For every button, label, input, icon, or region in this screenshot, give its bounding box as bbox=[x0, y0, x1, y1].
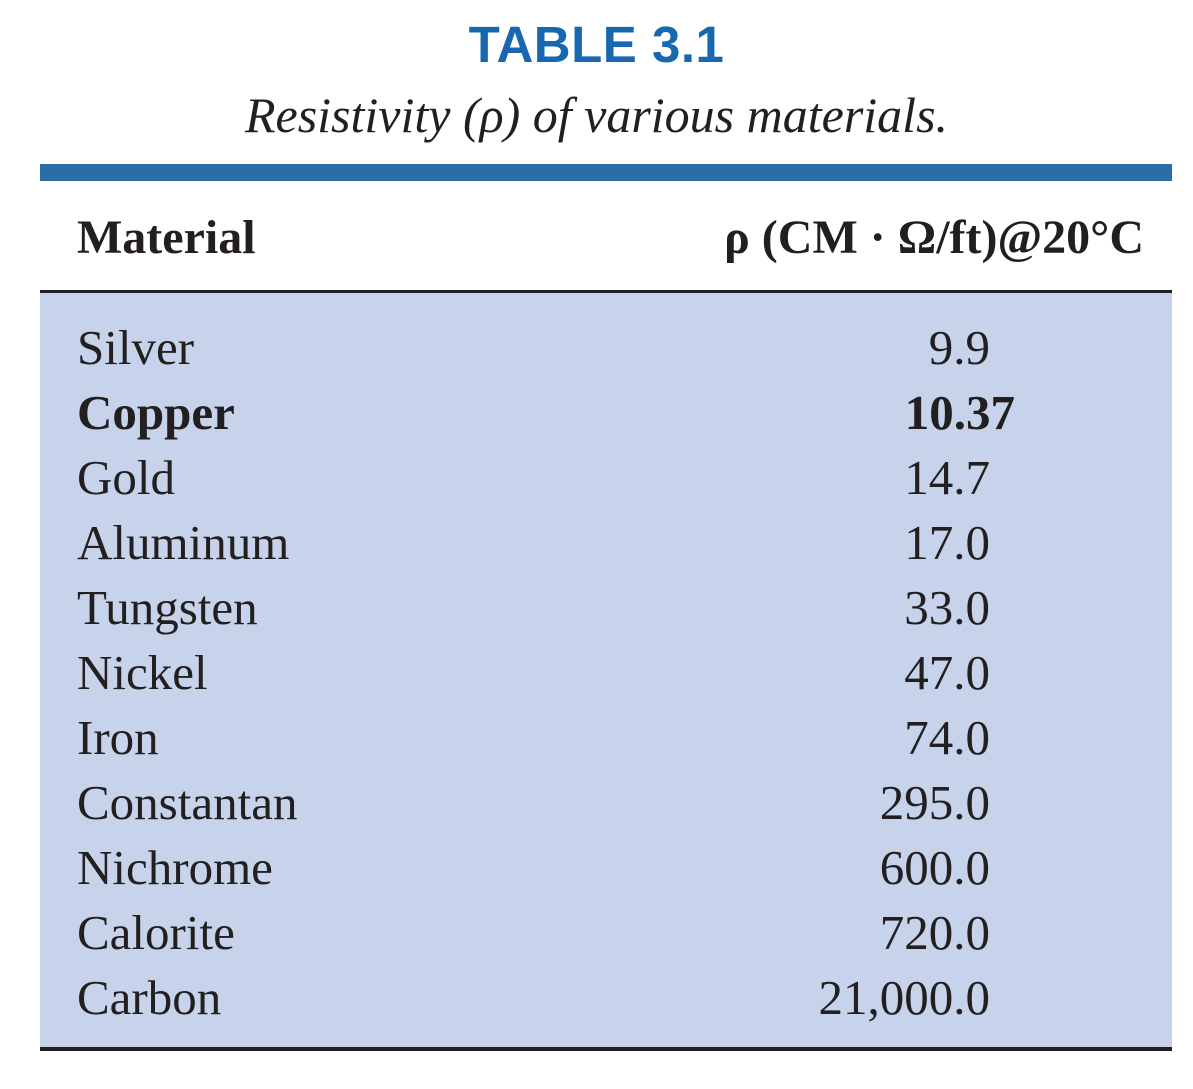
header-rule bbox=[40, 290, 1172, 293]
table-row: Constantan 295.0 bbox=[40, 770, 1172, 835]
resistivity-cell: 14.7 bbox=[904, 450, 990, 505]
resistivity-cell: 10.37 bbox=[904, 385, 1015, 440]
resistivity-cell: 47.0 bbox=[904, 645, 990, 700]
table-row: Copper 10.37 bbox=[40, 380, 1172, 445]
material-cell: Copper bbox=[77, 385, 235, 440]
table-row: Calorite 720.0 bbox=[40, 900, 1172, 965]
material-cell: Calorite bbox=[77, 905, 235, 960]
resistivity-cell: 9.9 bbox=[928, 320, 990, 375]
table-row: Aluminum 17.0 bbox=[40, 510, 1172, 575]
column-header-material: Material bbox=[77, 211, 256, 264]
material-cell: Carbon bbox=[77, 970, 222, 1025]
top-rule bbox=[40, 164, 1172, 181]
resistivity-cell: 720.0 bbox=[879, 905, 990, 960]
table-row: Nichrome 600.0 bbox=[40, 835, 1172, 900]
table-row: Iron 74.0 bbox=[40, 705, 1172, 770]
resistivity-cell: 295.0 bbox=[879, 775, 990, 830]
material-cell: Iron bbox=[77, 710, 159, 765]
table-row: Gold 14.7 bbox=[40, 445, 1172, 510]
column-header-resistivity: ρ (CM · Ω/ft)@20°C bbox=[724, 211, 1144, 264]
table-caption: Resistivity (ρ) of various materials. bbox=[244, 87, 949, 143]
material-cell: Constantan bbox=[77, 775, 298, 830]
material-cell: Tungsten bbox=[77, 580, 258, 635]
resistivity-cell: 74.0 bbox=[904, 710, 990, 765]
resistivity-cell: 600.0 bbox=[879, 840, 990, 895]
bottom-rule bbox=[40, 1047, 1172, 1051]
table-row: Nickel 47.0 bbox=[40, 640, 1172, 705]
material-cell: Nickel bbox=[77, 645, 208, 700]
resistivity-cell: 17.0 bbox=[904, 515, 990, 570]
material-cell: Gold bbox=[77, 450, 175, 505]
table-body: Silver 9.9 Copper 10.37 Gold 14.7 Alumin… bbox=[40, 293, 1172, 1048]
material-cell: Silver bbox=[77, 320, 195, 375]
table-number: TABLE 3.1 bbox=[468, 16, 725, 73]
table-header-row: Material ρ (CM · Ω/ft)@20°C bbox=[40, 196, 1172, 286]
resistivity-cell: 21,000.0 bbox=[818, 970, 991, 1025]
table-row: Silver 9.9 bbox=[40, 315, 1172, 380]
table-row: Tungsten 33.0 bbox=[40, 575, 1172, 640]
material-cell: Aluminum bbox=[77, 515, 290, 570]
material-cell: Nichrome bbox=[77, 840, 273, 895]
resistivity-cell: 33.0 bbox=[904, 580, 990, 635]
table-row: Carbon 21,000.0 bbox=[40, 965, 1172, 1030]
table-rows: Silver 9.9 Copper 10.37 Gold 14.7 Alumin… bbox=[40, 315, 1172, 1030]
